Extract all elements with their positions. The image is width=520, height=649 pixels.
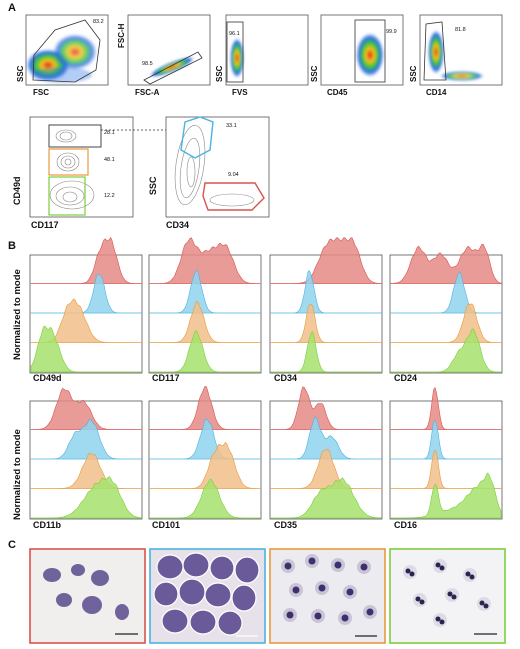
histogram-grid <box>29 237 503 520</box>
gate-value: 28.1 <box>104 130 115 136</box>
axis-label-y: SSC <box>148 176 158 195</box>
histogram-curve <box>150 442 260 489</box>
hist-label: CD34 <box>274 373 298 383</box>
histogram-curve <box>271 270 381 314</box>
histogram-curve <box>150 330 260 373</box>
axis-label-y: SSC <box>310 65 319 82</box>
micrograph-orange <box>269 548 386 644</box>
axis-label-x: CD34 <box>166 220 190 230</box>
histogram-curve <box>271 331 381 373</box>
histogram-curve <box>30 325 141 373</box>
histogram-curve <box>391 386 501 430</box>
flow-plot-fsc-ssc <box>25 14 109 86</box>
panel-label-b: B <box>8 240 16 252</box>
gate-value: 48.1 <box>104 157 115 163</box>
axis-label-x: CD14 <box>426 88 447 97</box>
flow-plot-cd34-ssc <box>165 116 270 218</box>
axis-label-y: SSC <box>16 65 25 82</box>
histogram-panel <box>269 237 383 374</box>
flow-plot-fvs-ssc <box>225 14 309 86</box>
axis-label-x: FVS <box>232 88 248 97</box>
histogram-curve <box>150 386 260 430</box>
flow-plot-cd45-ssc <box>320 14 404 86</box>
flow-plot-fsca-fsch <box>127 14 211 86</box>
histogram-curve <box>31 418 141 460</box>
histogram-panel <box>389 243 503 374</box>
histogram-curve <box>150 418 260 460</box>
hist-label: CD11b <box>33 520 62 530</box>
histogram-curve <box>271 303 381 343</box>
histogram-panel <box>389 386 503 520</box>
axis-label-y: SSC <box>409 65 418 82</box>
histogram-curve <box>150 300 260 343</box>
histogram-curve <box>31 452 141 489</box>
axis-label-y: SSC <box>215 65 224 82</box>
panel-label-a: A <box>8 2 16 14</box>
histogram-curve <box>391 328 501 373</box>
histogram-curve <box>391 472 502 519</box>
histogram-curve <box>271 386 381 430</box>
histogram-curve <box>31 476 142 519</box>
gate-value: 98.5 <box>142 61 153 67</box>
histogram-curve <box>150 269 260 314</box>
hist-label: CD35 <box>274 520 298 530</box>
flow-plot-cd117-cd49d <box>29 116 166 218</box>
histogram-curve <box>271 237 382 284</box>
micrograph-green <box>389 548 506 644</box>
axis-label-y: CD49d <box>12 176 22 205</box>
histogram-curve <box>390 243 502 284</box>
gate-value: 99.9 <box>386 29 397 35</box>
histogram-curve <box>150 478 260 519</box>
axis-label-x: CD45 <box>327 88 348 97</box>
micrograph-blue <box>149 548 266 644</box>
histogram-panel <box>29 388 143 520</box>
gate-value: 9.04 <box>228 172 239 178</box>
gate-value: 81.8 <box>455 27 466 33</box>
gate-value: 83.2 <box>93 19 104 25</box>
histogram-curve <box>391 271 501 314</box>
axis-label-x: CD117 <box>31 220 59 230</box>
histogram-curve <box>31 273 141 314</box>
hist-label: CD101 <box>152 520 181 530</box>
flow-plot-cd14-ssc <box>419 14 503 86</box>
gate-value: 12.2 <box>104 193 115 199</box>
axis-label-x: FSC-A <box>135 88 160 97</box>
gate-value: 96.1 <box>229 31 240 37</box>
histogram-panel <box>269 386 383 520</box>
histogram-curve <box>31 237 141 284</box>
histogram-curve <box>271 448 381 489</box>
histogram-curve <box>150 237 260 284</box>
hist-label: CD16 <box>394 520 418 530</box>
histogram-curve <box>391 419 501 460</box>
hist-label: CD49d <box>33 373 62 383</box>
histogram-panel <box>29 237 143 374</box>
panel-label-c: C <box>8 539 16 551</box>
hist-label: CD24 <box>394 373 418 383</box>
histogram-panel <box>148 237 262 374</box>
axis-label-y: FSC-H <box>117 23 126 48</box>
micrograph-red <box>29 548 146 644</box>
hist-ylabel-row2: Normalized to mode <box>12 429 23 520</box>
hist-ylabel-row1: Normalized to mode <box>12 269 23 360</box>
histogram-curve <box>31 388 141 430</box>
hist-label: CD117 <box>152 373 180 383</box>
gate-value: 33.1 <box>226 123 237 129</box>
histogram-panel <box>148 386 262 520</box>
axis-label-x: FSC <box>33 88 49 97</box>
histogram-curve <box>271 477 382 519</box>
